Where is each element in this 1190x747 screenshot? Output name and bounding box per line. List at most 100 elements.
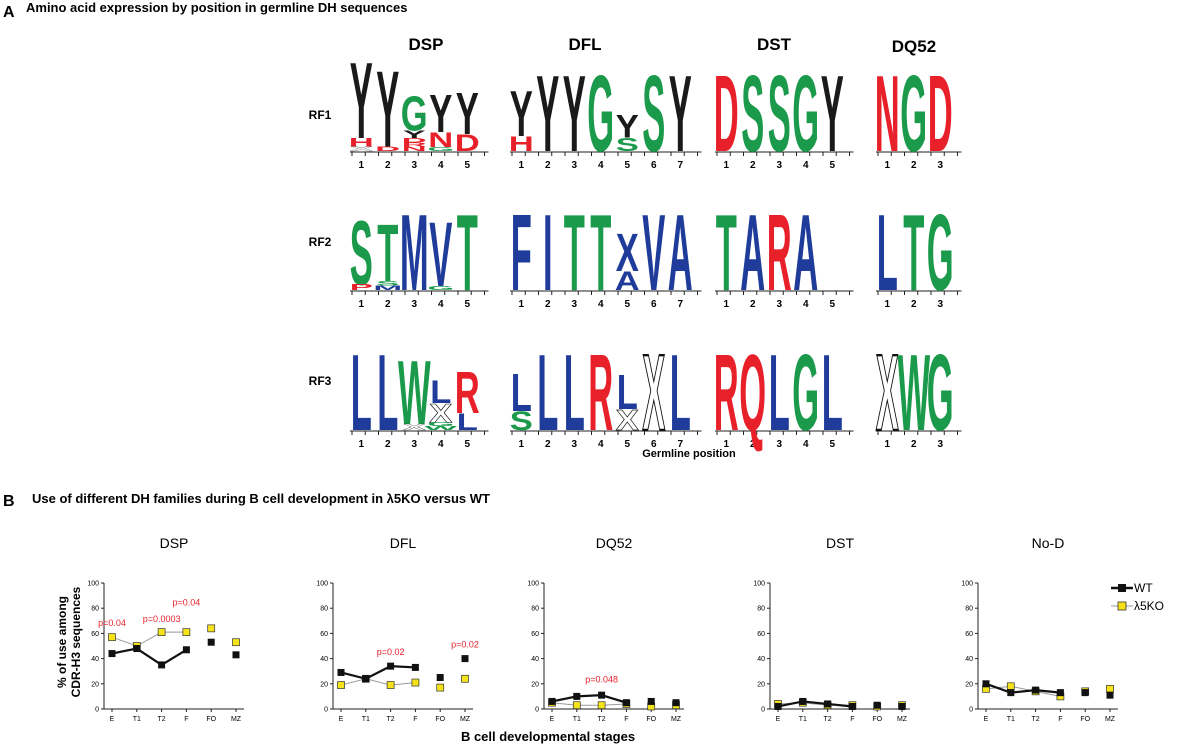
- legend-wt-label: WT: [1134, 581, 1153, 595]
- panel-b-ylabel-1: % of use among: [55, 596, 69, 688]
- family-label-dsp: DSP: [409, 35, 444, 54]
- chart-dq52: DQ52 0 20 40 60 80 100 E T1 T2 F FO MZ p=0.048: [527, 535, 684, 723]
- logo-position-label: 1: [723, 160, 729, 171]
- data-point-wt: [598, 691, 606, 699]
- x-tick-label: T1: [362, 716, 370, 723]
- logo-letter: V: [642, 193, 665, 314]
- series-line-wt: [777, 700, 853, 708]
- logo-position-label: 5: [464, 160, 470, 171]
- y-tick-label: 20: [757, 681, 765, 688]
- logo-position-label: 3: [937, 160, 943, 171]
- x-tick-label: T2: [824, 716, 832, 723]
- y-tick-label: 20: [320, 681, 328, 688]
- y-tick-label: 40: [320, 656, 328, 663]
- chart-title: DSP: [160, 535, 189, 551]
- p-value-annotation: p=0.0003: [143, 614, 181, 624]
- y-tick-label: 100: [961, 581, 973, 588]
- logo-position-label: 3: [571, 299, 577, 310]
- logo-letter: L: [769, 333, 790, 454]
- logo-letter: L: [430, 375, 451, 411]
- y-tick-label: 40: [91, 656, 99, 663]
- x-tick-label: E: [776, 716, 781, 723]
- x-tick-label: T1: [1007, 716, 1015, 723]
- logo-letter: G: [427, 422, 454, 428]
- logo-position-label: 3: [776, 439, 782, 450]
- x-tick-label: E: [550, 716, 555, 723]
- logo-position-label: 7: [677, 299, 683, 310]
- logo-position-label: 2: [750, 299, 756, 310]
- x-tick-label: FO: [646, 716, 656, 723]
- logo-position-label: 2: [385, 299, 391, 310]
- panel-b-ylabel-2: CDR-H3 sequences: [69, 586, 83, 697]
- logo-letter: L: [537, 333, 558, 454]
- data-point-ko: [436, 683, 445, 692]
- logo-letter: L: [617, 365, 638, 419]
- data-point-ko: [572, 701, 581, 710]
- y-tick-label: 20: [965, 681, 973, 688]
- logo-letter: I: [543, 193, 553, 314]
- logo-position-label: 1: [518, 160, 524, 171]
- logo-position-label: 2: [911, 160, 917, 171]
- logo-letter: N: [875, 54, 900, 175]
- y-tick-label: 60: [965, 631, 973, 638]
- x-tick-label: MZ: [671, 716, 682, 723]
- logo-position-label: 3: [937, 439, 943, 450]
- logo-position-label: 1: [358, 439, 364, 450]
- logo-position-label: 3: [571, 439, 577, 450]
- logo-letter: A: [793, 193, 818, 314]
- data-point-wt: [182, 646, 190, 654]
- logo-position-label: 7: [677, 160, 683, 171]
- data-point-ko: [207, 624, 216, 633]
- logo-letter: Y: [403, 129, 426, 141]
- y-tick-label: 20: [91, 681, 99, 688]
- data-point-wt: [387, 662, 395, 670]
- y-tick-label: 0: [969, 707, 973, 714]
- x-tick-label: MZ: [897, 716, 908, 723]
- logo-letter: X: [876, 333, 899, 454]
- data-point-ko: [1006, 682, 1015, 691]
- logo-position-label: 4: [598, 299, 604, 310]
- logo-position-label: 2: [911, 439, 917, 450]
- logo-axis-rf3-dq52: 1 2 3: [876, 430, 962, 450]
- logo-letter: R: [767, 193, 792, 314]
- logo-position-label: 5: [464, 299, 470, 310]
- legend: WT λ5KO: [1111, 581, 1164, 613]
- logo-letter: Y: [456, 81, 479, 147]
- x-tick-label: FO: [435, 716, 445, 723]
- logo-letter: F: [511, 193, 532, 314]
- logo-position-label: 4: [803, 439, 809, 450]
- logo-letter: L: [564, 333, 585, 454]
- logo-letter: L: [877, 193, 898, 314]
- data-point-ko: [337, 681, 345, 689]
- data-point-wt: [362, 675, 370, 683]
- logo-letter: S: [350, 201, 373, 304]
- chart-dst: DST 0 20 40 60 80 100 E T1 T2 F FO MZ: [753, 535, 910, 723]
- logo-letter: S: [376, 280, 399, 287]
- series-line-wt: [985, 682, 1061, 694]
- legend-wt-marker: [1118, 584, 1126, 592]
- y-tick-label: 0: [535, 707, 539, 714]
- logo-position-label: 2: [911, 299, 917, 310]
- logo-letter: P: [350, 283, 373, 292]
- data-point-ko: [182, 628, 191, 636]
- logo-position-label: 1: [518, 439, 524, 450]
- legend-ko-label: λ5KO: [1134, 599, 1164, 613]
- logo-position-label: 1: [884, 439, 890, 450]
- y-tick-label: 60: [757, 631, 765, 638]
- chart-dfl: DFL 0 20 40 60 80 100 E T1 T2 F FO MZ p=0.02 p=0.02: [316, 535, 479, 723]
- data-point-wt: [158, 661, 166, 669]
- y-tick-label: 20: [531, 681, 539, 688]
- chart-title: No-D: [1032, 535, 1065, 551]
- logo-letter: L: [457, 409, 478, 435]
- logo-letter: L: [377, 333, 398, 454]
- p-value-annotation: p=0.02: [451, 639, 479, 649]
- p-value-annotation: p=0.048: [585, 675, 618, 685]
- chart-dsp: DSP 0 20 40 60 80 100 E T1 T2 F FO MZ p=0.04 p=0.0003 p…: [87, 535, 244, 723]
- logo-letter: H: [509, 133, 534, 157]
- data-point-wt: [411, 663, 419, 671]
- data-point-ko: [461, 674, 469, 683]
- logo-position-label: 3: [937, 299, 943, 310]
- family-label-dfl: DFL: [568, 35, 601, 54]
- logo-axis-rf3-dsp: 1 2 3 4 5: [350, 430, 489, 450]
